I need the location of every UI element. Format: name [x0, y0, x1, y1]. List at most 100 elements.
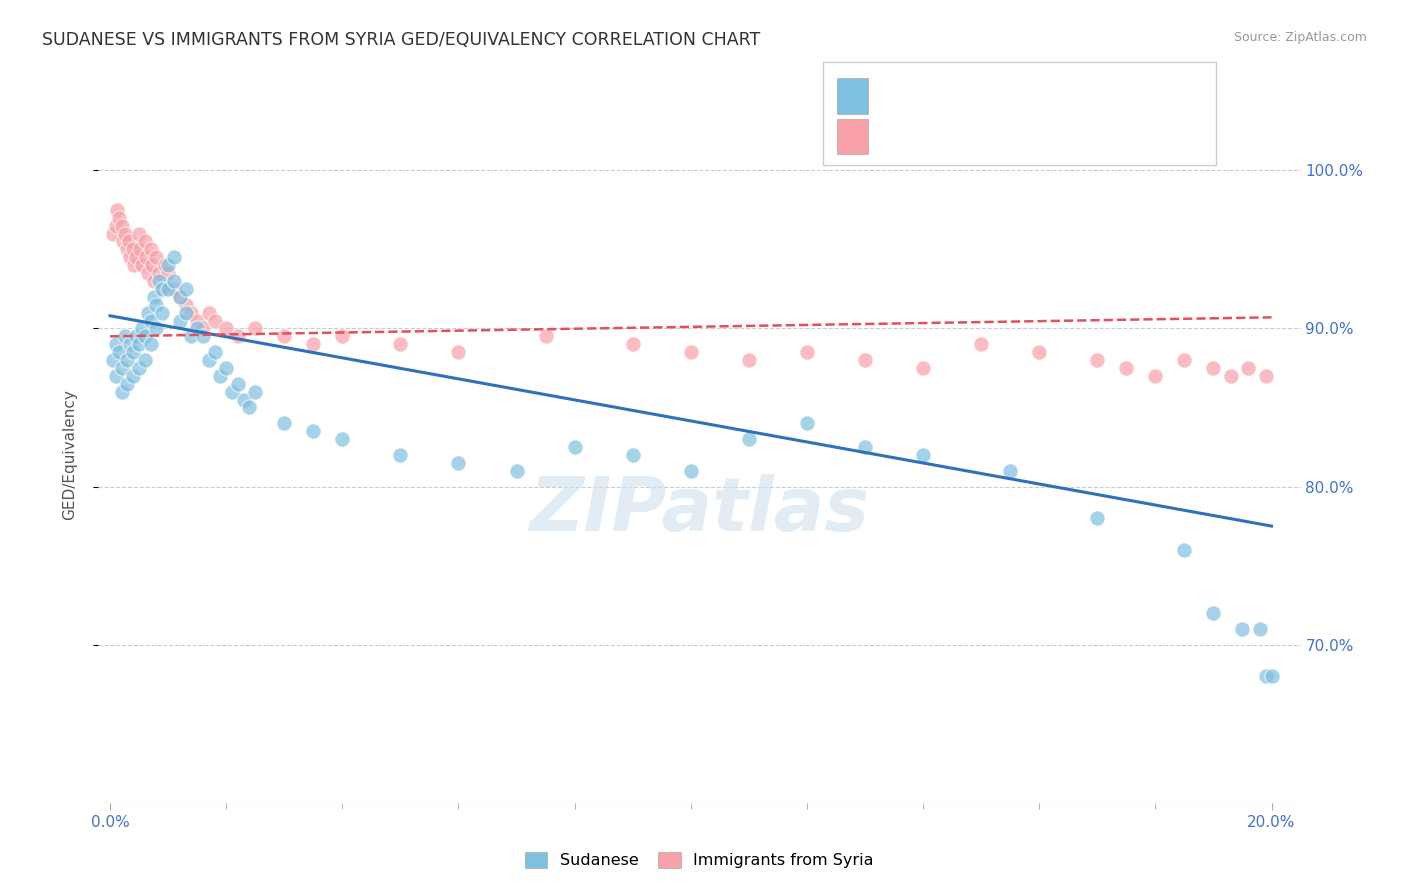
Point	[186, 321, 208, 335]
Point	[302, 424, 325, 438]
Point	[447, 456, 470, 470]
Point	[157, 258, 180, 272]
Point	[1085, 511, 1108, 525]
Text: Source: ZipAtlas.com: Source: ZipAtlas.com	[1233, 31, 1367, 45]
Point	[912, 361, 935, 376]
Point	[136, 305, 159, 319]
Point	[134, 235, 156, 249]
Point	[150, 305, 173, 319]
Point	[1237, 361, 1260, 376]
Point	[163, 282, 186, 296]
Text: N =: N =	[1011, 128, 1060, 145]
Point	[174, 298, 197, 312]
Point	[330, 432, 353, 446]
Point	[679, 464, 702, 478]
Point	[226, 376, 249, 391]
Point	[534, 329, 557, 343]
Text: ZIPatlas: ZIPatlas	[530, 474, 869, 547]
Point	[180, 329, 202, 343]
Point	[273, 329, 295, 343]
Point	[238, 401, 260, 415]
Point	[148, 266, 170, 280]
Text: 0.033: 0.033	[924, 128, 984, 145]
Point	[169, 290, 191, 304]
Point	[142, 290, 165, 304]
Point	[191, 321, 214, 335]
Point	[679, 345, 702, 359]
Point	[124, 258, 146, 272]
Point	[111, 219, 134, 233]
Point	[389, 448, 412, 462]
Legend: Sudanese, Immigrants from Syria: Sudanese, Immigrants from Syria	[519, 846, 880, 875]
Point	[204, 313, 226, 327]
Point	[139, 313, 162, 327]
Point	[209, 368, 232, 383]
Point	[128, 361, 150, 376]
Point	[129, 243, 152, 257]
Point	[114, 227, 136, 241]
Point	[142, 274, 165, 288]
Point	[155, 258, 177, 272]
Point	[1254, 669, 1277, 683]
Point	[104, 219, 127, 233]
Point	[114, 329, 136, 343]
Text: SUDANESE VS IMMIGRANTS FROM SYRIA GED/EQUIVALENCY CORRELATION CHART: SUDANESE VS IMMIGRANTS FROM SYRIA GED/EQ…	[42, 31, 761, 49]
Point	[204, 345, 226, 359]
Text: 68: 68	[1064, 87, 1088, 105]
Point	[125, 329, 148, 343]
Point	[122, 345, 145, 359]
Point	[447, 345, 470, 359]
Point	[107, 345, 129, 359]
Point	[128, 227, 150, 241]
Point	[245, 384, 267, 399]
Point	[125, 250, 148, 264]
Point	[104, 368, 127, 383]
Point	[1254, 368, 1277, 383]
Text: R =: R =	[882, 87, 920, 105]
Point	[1202, 361, 1225, 376]
Point	[1173, 542, 1195, 557]
Point	[621, 337, 644, 351]
Point	[197, 305, 219, 319]
Point	[122, 243, 145, 257]
Point	[738, 353, 761, 368]
Point	[302, 337, 325, 351]
Point	[912, 448, 935, 462]
Point	[180, 305, 202, 319]
Point	[134, 329, 156, 343]
Point	[136, 266, 159, 280]
Point	[853, 440, 876, 454]
Point	[157, 282, 180, 296]
Point	[1232, 622, 1254, 636]
Point	[128, 337, 150, 351]
Point	[738, 432, 761, 446]
Point	[150, 282, 173, 296]
Text: R =: R =	[882, 128, 920, 145]
Point	[117, 235, 139, 249]
Point	[111, 384, 134, 399]
Point	[169, 290, 191, 304]
Point	[1028, 345, 1050, 359]
Point	[186, 313, 208, 327]
Point	[796, 345, 818, 359]
Point	[117, 353, 139, 368]
Point	[150, 282, 173, 296]
Point	[1202, 606, 1225, 620]
Point	[169, 313, 191, 327]
Point	[139, 337, 162, 351]
Point	[621, 448, 644, 462]
Point	[107, 211, 129, 225]
Point	[117, 243, 139, 257]
Point	[564, 440, 586, 454]
Point	[131, 321, 153, 335]
Point	[174, 305, 197, 319]
Y-axis label: GED/Equivalency: GED/Equivalency	[63, 390, 77, 520]
Point	[105, 202, 128, 217]
Point	[134, 353, 156, 368]
Point	[191, 329, 214, 343]
Point	[120, 250, 142, 264]
Point	[145, 298, 167, 312]
Point	[163, 250, 186, 264]
Point	[120, 337, 142, 351]
Point	[273, 417, 295, 431]
